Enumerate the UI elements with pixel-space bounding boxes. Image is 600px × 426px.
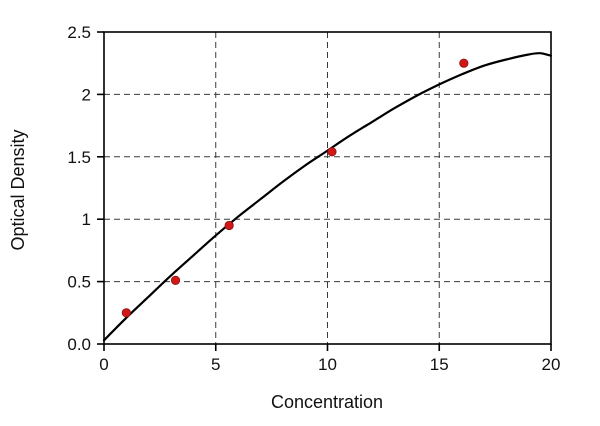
x-tick-label: 10 (318, 355, 337, 374)
y-tick-label: 1.5 (67, 148, 91, 167)
x-tick-label: 0 (99, 355, 108, 374)
data-point (459, 58, 469, 68)
y-tick-label: 2 (82, 85, 91, 104)
y-tick-label: 1 (82, 210, 91, 229)
y-axis-label: Optical Density (8, 129, 28, 250)
fit-curve (102, 52, 553, 342)
data-point (170, 275, 181, 285)
plot-area: 0 5 10 15 20 0.0 0.5 1 1.5 2 2.5 (67, 23, 560, 374)
y-tick-label: 2.5 (67, 23, 91, 42)
data-point (224, 220, 234, 231)
data-point (121, 308, 131, 318)
x-axis-label: Concentration (271, 392, 383, 412)
x-tick-label: 20 (542, 355, 561, 374)
y-tick-label: 0.0 (67, 335, 91, 354)
x-tick-label: 5 (211, 355, 220, 374)
x-tick-label: 15 (430, 355, 449, 374)
data-point (327, 147, 337, 157)
y-tick-label: 0.5 (67, 273, 91, 292)
